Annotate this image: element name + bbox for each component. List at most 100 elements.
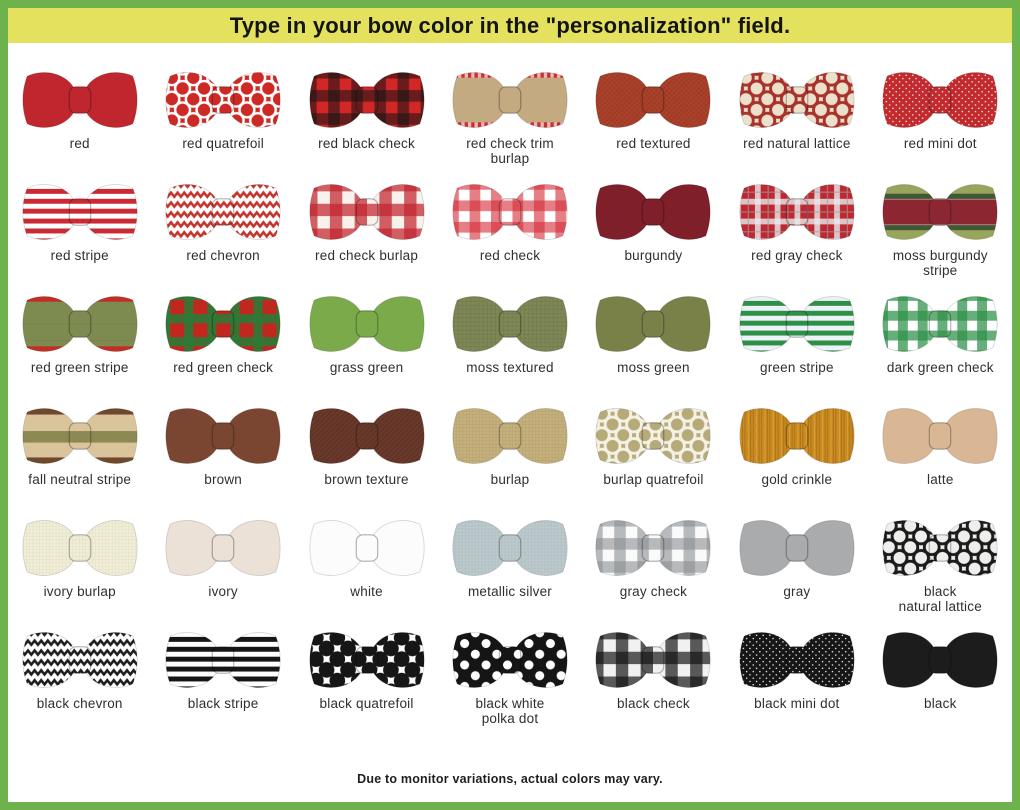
bow-image bbox=[595, 184, 711, 240]
bow-label: red check bbox=[479, 248, 541, 263]
bow-label: moss textured bbox=[466, 360, 554, 375]
bow-label: white bbox=[350, 584, 383, 599]
bow-knot bbox=[785, 86, 809, 114]
bow-knot bbox=[68, 310, 92, 338]
bow-image bbox=[309, 184, 425, 240]
bow-label: red check burlap bbox=[315, 248, 419, 263]
bow-knot bbox=[785, 198, 809, 226]
bow-cell: black natural lattice bbox=[869, 515, 1012, 627]
bow-knot bbox=[68, 422, 92, 450]
bow-wings bbox=[309, 72, 425, 128]
bow-label: grass green bbox=[329, 360, 404, 375]
bow-wings bbox=[882, 520, 998, 576]
bow-cell: red check bbox=[438, 179, 581, 291]
bow-knot bbox=[642, 86, 665, 114]
bow-image bbox=[452, 72, 568, 128]
bow-label: dark green check bbox=[886, 360, 994, 375]
bow-wings bbox=[22, 72, 138, 128]
bow-image bbox=[882, 520, 998, 576]
bow-label: green stripe bbox=[760, 360, 834, 375]
bow-label: ivory burlap bbox=[43, 584, 116, 599]
bow-label: burlap bbox=[490, 472, 530, 487]
bow-label: brown bbox=[204, 472, 243, 487]
bow-knot bbox=[211, 198, 235, 226]
bow-knot bbox=[68, 534, 92, 562]
bow-label: burlap quatrefoil bbox=[603, 472, 704, 487]
bow-label: black natural lattice bbox=[898, 584, 982, 615]
bow-image bbox=[452, 408, 568, 464]
bow-cell: red bbox=[8, 67, 151, 179]
bow-knot bbox=[68, 86, 92, 114]
bow-wings bbox=[309, 520, 425, 576]
bow-knot bbox=[355, 86, 378, 114]
bow-image bbox=[452, 520, 568, 576]
bow-image bbox=[739, 520, 855, 576]
bow-cell: ivory burlap bbox=[8, 515, 151, 627]
bow-label: metallic silver bbox=[467, 584, 552, 599]
bow-label: red quatrefoil bbox=[182, 136, 264, 151]
bow-image bbox=[595, 296, 711, 352]
bow-wings bbox=[739, 296, 855, 352]
bow-image bbox=[882, 184, 998, 240]
bow-label: red green check bbox=[173, 360, 274, 375]
bow-cell: brown bbox=[151, 403, 294, 515]
bow-image bbox=[882, 632, 998, 688]
bow-image bbox=[309, 632, 425, 688]
bow-wings bbox=[22, 520, 138, 576]
bow-knot bbox=[928, 646, 952, 674]
bow-image bbox=[309, 72, 425, 128]
bow-label: gray check bbox=[619, 584, 688, 599]
bow-knot bbox=[498, 86, 522, 114]
bow-cell: red chevron bbox=[151, 179, 294, 291]
bow-image bbox=[882, 408, 998, 464]
bow-image bbox=[22, 296, 138, 352]
bow-wings bbox=[595, 296, 711, 352]
bow-cell: red black check bbox=[295, 67, 438, 179]
bow-wings bbox=[22, 632, 138, 688]
bow-wings bbox=[22, 408, 138, 464]
bow-cell: black stripe bbox=[151, 627, 294, 739]
bow-cell: red textured bbox=[582, 67, 725, 179]
bow-wings bbox=[165, 296, 281, 352]
bow-wings bbox=[452, 408, 568, 464]
bow-knot bbox=[355, 198, 378, 226]
bow-cell: ivory bbox=[151, 515, 294, 627]
bow-knot bbox=[928, 86, 952, 114]
bow-cell: black quatrefoil bbox=[295, 627, 438, 739]
bow-wings bbox=[882, 408, 998, 464]
bow-knot bbox=[498, 534, 522, 562]
bow-cell: red mini dot bbox=[869, 67, 1012, 179]
bow-label: moss green bbox=[617, 360, 690, 375]
bow-knot bbox=[642, 534, 665, 562]
bow-wings bbox=[165, 520, 281, 576]
bow-cell: red stripe bbox=[8, 179, 151, 291]
bow-label: fall neutral stripe bbox=[28, 472, 132, 487]
bow-image bbox=[882, 72, 998, 128]
bow-cell: black bbox=[869, 627, 1012, 739]
bow-knot bbox=[928, 534, 952, 562]
bow-cell: moss green bbox=[582, 291, 725, 403]
bow-image bbox=[22, 72, 138, 128]
bow-image bbox=[22, 632, 138, 688]
bow-wings bbox=[309, 296, 425, 352]
bow-image bbox=[452, 296, 568, 352]
bow-grid: red red quatrefoil red black check red c… bbox=[8, 67, 1012, 739]
bow-knot bbox=[785, 646, 809, 674]
bow-wings bbox=[595, 632, 711, 688]
bow-label: red natural lattice bbox=[743, 136, 851, 151]
bow-image bbox=[739, 184, 855, 240]
bow-image bbox=[595, 72, 711, 128]
bow-cell: brown texture bbox=[295, 403, 438, 515]
bow-knot bbox=[928, 422, 952, 450]
bow-wings bbox=[452, 632, 568, 688]
bow-cell: red check trim burlap bbox=[438, 67, 581, 179]
bow-wings bbox=[595, 520, 711, 576]
bow-image bbox=[309, 520, 425, 576]
bow-image bbox=[165, 520, 281, 576]
bow-label: red textured bbox=[616, 136, 691, 151]
bow-knot bbox=[785, 310, 809, 338]
bow-knot bbox=[642, 310, 665, 338]
bow-cell: red green check bbox=[151, 291, 294, 403]
bow-label: red black check bbox=[318, 136, 415, 151]
bow-label: red bbox=[69, 136, 90, 151]
